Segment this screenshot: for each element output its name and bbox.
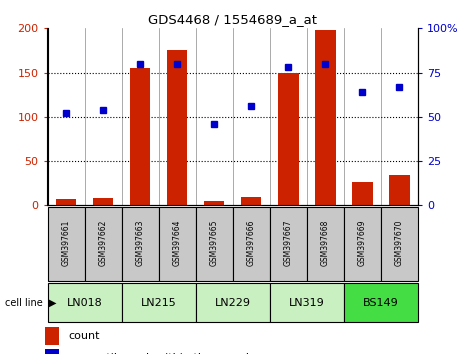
FancyBboxPatch shape — [344, 207, 381, 281]
Text: GSM397666: GSM397666 — [247, 219, 256, 266]
FancyBboxPatch shape — [48, 283, 122, 322]
Bar — [241, 198, 261, 205]
Text: GSM397669: GSM397669 — [358, 219, 367, 266]
Text: BS149: BS149 — [363, 298, 399, 308]
Bar — [46, 327, 59, 345]
FancyBboxPatch shape — [233, 207, 270, 281]
FancyBboxPatch shape — [307, 207, 344, 281]
FancyBboxPatch shape — [85, 207, 122, 281]
Text: cell line  ▶: cell line ▶ — [5, 298, 56, 308]
FancyBboxPatch shape — [122, 283, 196, 322]
FancyBboxPatch shape — [270, 283, 344, 322]
FancyBboxPatch shape — [122, 207, 159, 281]
Text: GSM397667: GSM397667 — [284, 219, 293, 266]
Title: GDS4468 / 1554689_a_at: GDS4468 / 1554689_a_at — [148, 13, 317, 26]
Text: LN229: LN229 — [215, 298, 251, 308]
Bar — [93, 198, 113, 205]
FancyBboxPatch shape — [196, 207, 233, 281]
Text: GSM397663: GSM397663 — [136, 219, 144, 266]
Bar — [130, 68, 150, 205]
Text: LN319: LN319 — [289, 298, 325, 308]
Text: GSM397670: GSM397670 — [395, 219, 404, 266]
FancyBboxPatch shape — [196, 283, 270, 322]
Text: LN215: LN215 — [141, 298, 177, 308]
Bar — [56, 199, 76, 205]
FancyBboxPatch shape — [344, 283, 418, 322]
FancyBboxPatch shape — [159, 207, 196, 281]
FancyBboxPatch shape — [270, 207, 307, 281]
FancyBboxPatch shape — [48, 207, 85, 281]
Bar — [390, 175, 409, 205]
Text: GSM397661: GSM397661 — [62, 219, 70, 266]
FancyBboxPatch shape — [381, 207, 418, 281]
Text: GSM397664: GSM397664 — [173, 219, 181, 266]
Text: GSM397662: GSM397662 — [99, 219, 107, 266]
Text: percentile rank within the sample: percentile rank within the sample — [68, 353, 256, 354]
Bar — [204, 201, 224, 205]
Text: count: count — [68, 331, 99, 341]
Text: LN018: LN018 — [66, 298, 103, 308]
Bar — [167, 51, 187, 205]
Bar — [352, 182, 372, 205]
Text: GSM397668: GSM397668 — [321, 219, 330, 266]
Bar — [278, 73, 298, 205]
Bar — [46, 349, 59, 354]
Bar — [315, 30, 335, 205]
Text: GSM397665: GSM397665 — [210, 219, 218, 266]
